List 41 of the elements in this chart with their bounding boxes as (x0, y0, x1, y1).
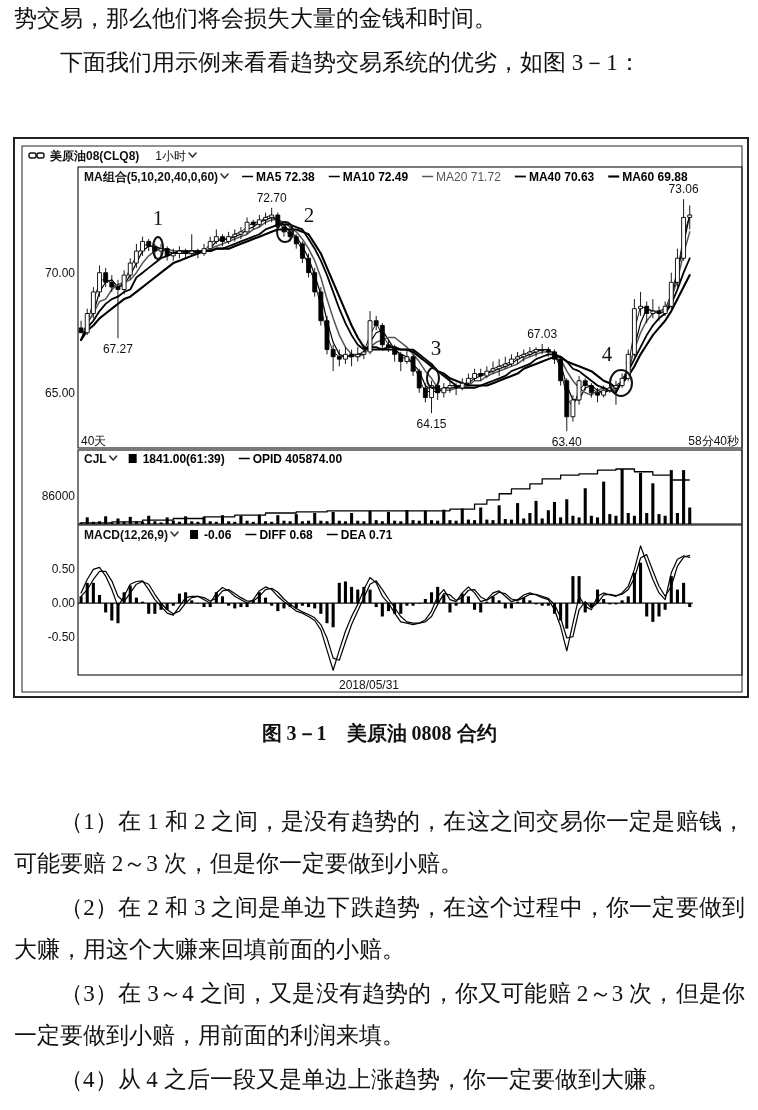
legend-label: -0.06 (204, 528, 232, 542)
legend-label: MA40 70.63 (528, 170, 595, 184)
y-tick-label: 70.00 (44, 265, 76, 280)
text: 下面我们用示例来看看趋势交易系统的优劣，如图 3－1： (59, 49, 642, 77)
text: 73.06 (668, 182, 699, 197)
text: （1）在 1 和 2 之间，是没有趋势的，在这之间交易你一定是赔钱，可能要赔 2～3 次，但是你一定要做到小赔。 (14, 808, 745, 878)
text: （4）从 4 之后一段又是单边上涨趋势，你一定要做到大赚。 (59, 1066, 671, 1094)
text: 86000 (41, 489, 76, 503)
annotation: 40天 (81, 434, 107, 448)
annotation: 58分40秒 (688, 434, 739, 448)
legend-label: MA60 69.88 (622, 170, 688, 184)
text: 67.27 (102, 342, 133, 357)
chart-title: CJL (84, 452, 107, 466)
annotation: 4 (601, 342, 613, 366)
legend-label: OPID 405874.00 (252, 452, 343, 466)
text: 63.40 (551, 435, 582, 450)
chart-title: MACD(12,26,9) (84, 528, 169, 542)
y-tick-label: 65.00 (44, 385, 76, 400)
legend-label: MA10 72.49 (342, 170, 409, 184)
legend-label: MA20 71.72 (436, 170, 502, 184)
chart-subtitle: 1小时 (155, 149, 186, 163)
legend-label: DIFF 0.68 (259, 528, 314, 542)
legend-label: 1841.00(61:39) (142, 452, 225, 466)
y-tick-label: 0.50 (51, 562, 76, 577)
text: 72.70 (256, 190, 287, 205)
legend-title: MA组合(5,10,20,40,0,60) (84, 170, 219, 184)
legend-label: MA5 72.38 (256, 170, 316, 184)
y-tick-label: -0.50 (47, 629, 76, 644)
text: 64.15 (416, 417, 447, 432)
text: 图 3－1 美原油 0808 合约 (260, 721, 498, 746)
legend-label: DEA 0.71 (340, 528, 393, 542)
text: 2018/05/31 (338, 678, 400, 692)
text: 67.03 (527, 327, 558, 342)
annotation: 1 (152, 206, 164, 230)
y-tick-label: 0.00 (51, 596, 76, 611)
annotation: 2 (303, 203, 315, 227)
text: 势交易，那么他们将会损失大量的金钱和时间。 (14, 5, 498, 33)
text: （2）在 2 和 3 之间是单边下跌趋势，在这个过程中，你一定要做到大赚，用这个大赚来回填前面的小赔。 (14, 894, 745, 964)
chart-title: 美原油08(CLQ8) (49, 149, 140, 163)
text: （3）在 3～4 之间，又是没有趋势的，你又可能赔 2～3 次，但是你一定要做到小赔，用前面的利润来填。 (14, 980, 745, 1050)
annotation: 3 (430, 336, 442, 360)
